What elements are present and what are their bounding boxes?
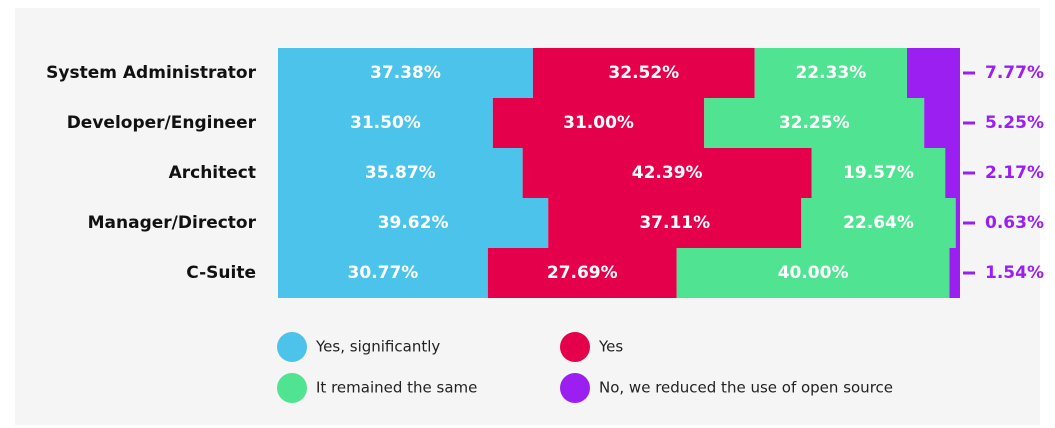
legend-swatch (560, 373, 590, 403)
bar-segment (278, 248, 488, 298)
value-label: 42.39% (632, 163, 703, 183)
value-label: 0.63% (985, 213, 1044, 233)
value-label: 32.52% (608, 63, 679, 83)
bar-segment (907, 48, 960, 98)
legend-label: Yes, significantly (315, 338, 440, 356)
legend-label: Yes (598, 338, 623, 356)
bar-segment (811, 148, 946, 198)
bar-segment (704, 98, 925, 148)
value-label: 2.17% (985, 163, 1044, 183)
category-label: Manager/Director (88, 213, 257, 233)
value-label: 40.00% (778, 263, 849, 283)
bar-segment (676, 248, 950, 298)
bar-segment (955, 198, 960, 248)
category-label: C-Suite (186, 263, 256, 283)
bar-segment (801, 198, 956, 248)
bar-segment (548, 198, 802, 248)
legend-swatch (277, 332, 307, 362)
bar-segment (492, 98, 705, 148)
value-label: 22.33% (795, 63, 866, 83)
bar-segment (278, 48, 533, 98)
bar-segment (924, 98, 960, 148)
value-label: 5.25% (985, 113, 1044, 133)
bar-segment (949, 248, 960, 298)
bar-segment (278, 148, 523, 198)
value-label: 37.11% (639, 213, 710, 233)
value-label: 7.77% (985, 63, 1044, 83)
category-label: Developer/Engineer (67, 113, 257, 133)
bar-segment (754, 48, 908, 98)
bar-segment (522, 148, 812, 198)
value-label: 31.00% (563, 113, 634, 133)
bar-segment (532, 48, 755, 98)
value-label: 37.38% (370, 63, 441, 83)
bar-segment (945, 148, 960, 198)
legend-label: It remained the same (316, 379, 477, 397)
value-label: 1.54% (985, 263, 1044, 283)
bar-segment (278, 198, 549, 248)
value-label: 32.25% (779, 113, 850, 133)
category-label: System Administrator (46, 63, 256, 83)
value-label: 35.87% (365, 163, 436, 183)
value-label: 19.57% (843, 163, 914, 183)
legend-swatch (560, 332, 590, 362)
value-label: 39.62% (378, 213, 449, 233)
value-label: 30.77% (348, 263, 419, 283)
value-label: 31.50% (350, 113, 421, 133)
legend-swatch (277, 373, 307, 403)
category-label: Architect (169, 163, 256, 183)
value-label: 27.69% (547, 263, 618, 283)
bar-segment (487, 248, 677, 298)
bar-segment (278, 98, 493, 148)
legend-label: No, we reduced the use of open source (599, 379, 893, 397)
value-label: 22.64% (843, 213, 914, 233)
